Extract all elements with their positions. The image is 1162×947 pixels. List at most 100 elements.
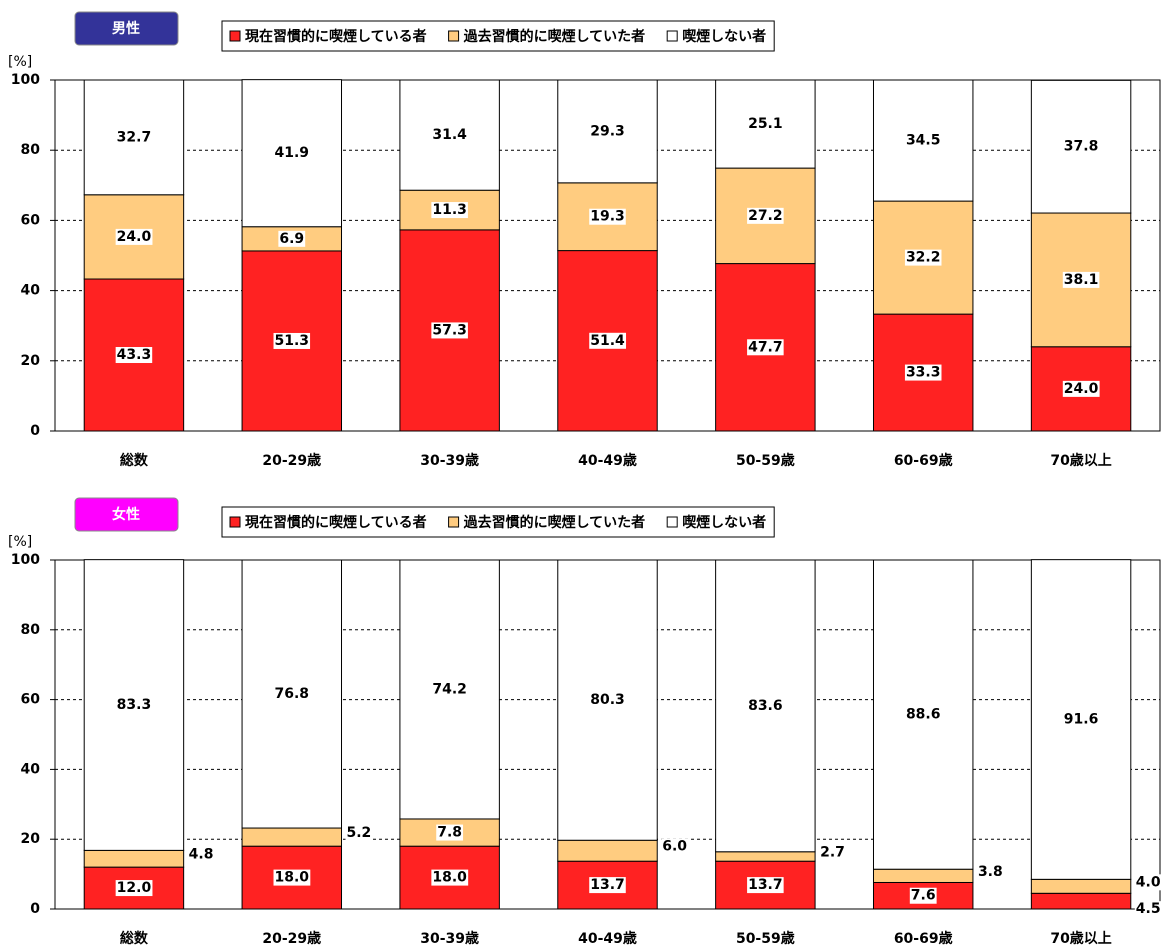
bar-segment xyxy=(1030,878,1132,894)
data-label-bg xyxy=(278,230,306,247)
y-tick-label: 100 xyxy=(11,72,40,88)
x-tick-label: 50-59歳 xyxy=(736,930,795,947)
chart-title: 女性 xyxy=(112,506,140,523)
x-tick-label: 60-69歳 xyxy=(894,452,953,469)
data-label: 13.7 xyxy=(590,877,625,893)
bar-segment xyxy=(1030,559,1132,880)
data-label: 37.8 xyxy=(1064,139,1099,155)
bar-segment xyxy=(241,79,343,228)
data-label: 33.3 xyxy=(906,365,941,381)
bar-segment xyxy=(715,851,816,862)
bar-segment xyxy=(241,559,343,829)
bar-segment xyxy=(83,79,185,196)
data-label: 51.4 xyxy=(590,333,625,349)
bar-segment xyxy=(399,79,500,191)
bar-segment xyxy=(557,559,658,841)
data-label-bg xyxy=(909,887,937,904)
bar-segment xyxy=(715,559,816,853)
y-tick-label: 60 xyxy=(21,212,41,228)
x-tick-label: 60-69歳 xyxy=(894,930,953,947)
y-tick-label: 40 xyxy=(21,283,41,299)
data-label-bg xyxy=(661,838,689,855)
data-label-bg xyxy=(1062,380,1100,397)
x-tick-label: 40-49歳 xyxy=(578,452,637,469)
data-label: 19.3 xyxy=(590,209,625,225)
data-label: 4.8 xyxy=(189,847,214,863)
data-label: 91.6 xyxy=(1064,711,1099,727)
data-label-bg xyxy=(589,877,626,894)
legend-label: 現在習慣的に喫煙している者 xyxy=(245,28,427,45)
data-label-bg xyxy=(589,208,626,225)
data-label-bg xyxy=(819,844,846,861)
data-label-bg xyxy=(115,228,153,245)
data-label-bg xyxy=(747,339,784,356)
data-label: 4.5 xyxy=(1136,901,1161,917)
data-label: 7.6 xyxy=(911,888,936,904)
data-label-bg xyxy=(747,207,784,224)
legend-box xyxy=(221,506,775,538)
y-tick-label: 20 xyxy=(21,353,41,369)
data-label-bg xyxy=(1134,901,1162,918)
data-label: 83.3 xyxy=(117,697,152,713)
data-label-bg xyxy=(1062,271,1100,288)
legend-label: 過去習慣的に喫煙していた者 xyxy=(463,28,646,45)
data-label: 4.0 xyxy=(1136,874,1161,890)
bar-segment xyxy=(557,839,658,862)
bar-segment xyxy=(557,79,658,184)
title-badge xyxy=(74,497,179,532)
legend-swatch xyxy=(448,30,460,42)
data-label-bg xyxy=(115,347,153,364)
legend-label: 喫煙しない者 xyxy=(682,28,766,45)
data-label: 51.3 xyxy=(275,333,310,349)
data-label: 80.3 xyxy=(590,692,625,708)
bar-segment xyxy=(399,559,500,820)
data-label: 57.3 xyxy=(432,322,467,338)
legend-swatch xyxy=(448,516,460,528)
data-label-bg xyxy=(273,869,311,886)
data-label: 38.1 xyxy=(1064,272,1099,288)
data-label: 6.9 xyxy=(279,231,304,247)
data-label: 13.7 xyxy=(748,877,783,893)
x-tick-label: 50-59歳 xyxy=(736,452,795,469)
x-tick-label: 20-29歳 xyxy=(262,930,321,947)
x-tick-label: 総数 xyxy=(120,452,149,469)
data-label: 32.7 xyxy=(117,129,152,145)
legend-label: 喫煙しない者 xyxy=(682,514,766,531)
data-label-bg xyxy=(976,863,1004,880)
data-label-bg xyxy=(273,332,311,349)
data-label: 24.0 xyxy=(1064,381,1099,397)
data-label-bg xyxy=(589,332,627,349)
data-label: 24.0 xyxy=(117,229,152,245)
data-label: 2.7 xyxy=(820,844,845,860)
data-label: 29.3 xyxy=(590,123,625,139)
bar-segment xyxy=(241,827,343,847)
data-label: 88.6 xyxy=(906,707,941,723)
data-label-bg xyxy=(115,880,153,897)
y-tick-label: 40 xyxy=(21,761,41,777)
data-label-bg xyxy=(431,202,468,219)
data-label: 83.6 xyxy=(748,698,783,714)
data-label-bg xyxy=(431,869,469,886)
chart-title: 男性 xyxy=(112,20,140,37)
title-badge xyxy=(74,11,179,46)
bar-segment xyxy=(83,849,185,868)
data-label-bg xyxy=(187,846,215,863)
data-label: 47.7 xyxy=(748,339,783,355)
data-label-bg xyxy=(904,249,942,266)
bar-segment xyxy=(872,79,974,202)
data-label: 41.9 xyxy=(275,145,310,161)
x-tick-label: 70歳以上 xyxy=(1050,930,1111,947)
data-label: 7.8 xyxy=(437,825,462,841)
y-axis-label: [%] xyxy=(8,54,32,70)
legend-swatch xyxy=(666,516,678,528)
x-tick-label: 30-39歳 xyxy=(420,930,479,947)
bar-segment xyxy=(715,263,816,432)
data-label: 31.4 xyxy=(432,127,467,143)
y-tick-label: 20 xyxy=(21,831,41,847)
data-label: 11.3 xyxy=(432,202,467,218)
x-tick-label: 総数 xyxy=(120,930,149,947)
data-label-bg xyxy=(431,322,468,339)
legend-label: 過去習慣的に喫煙していた者 xyxy=(463,514,646,531)
legend-box xyxy=(221,20,775,52)
